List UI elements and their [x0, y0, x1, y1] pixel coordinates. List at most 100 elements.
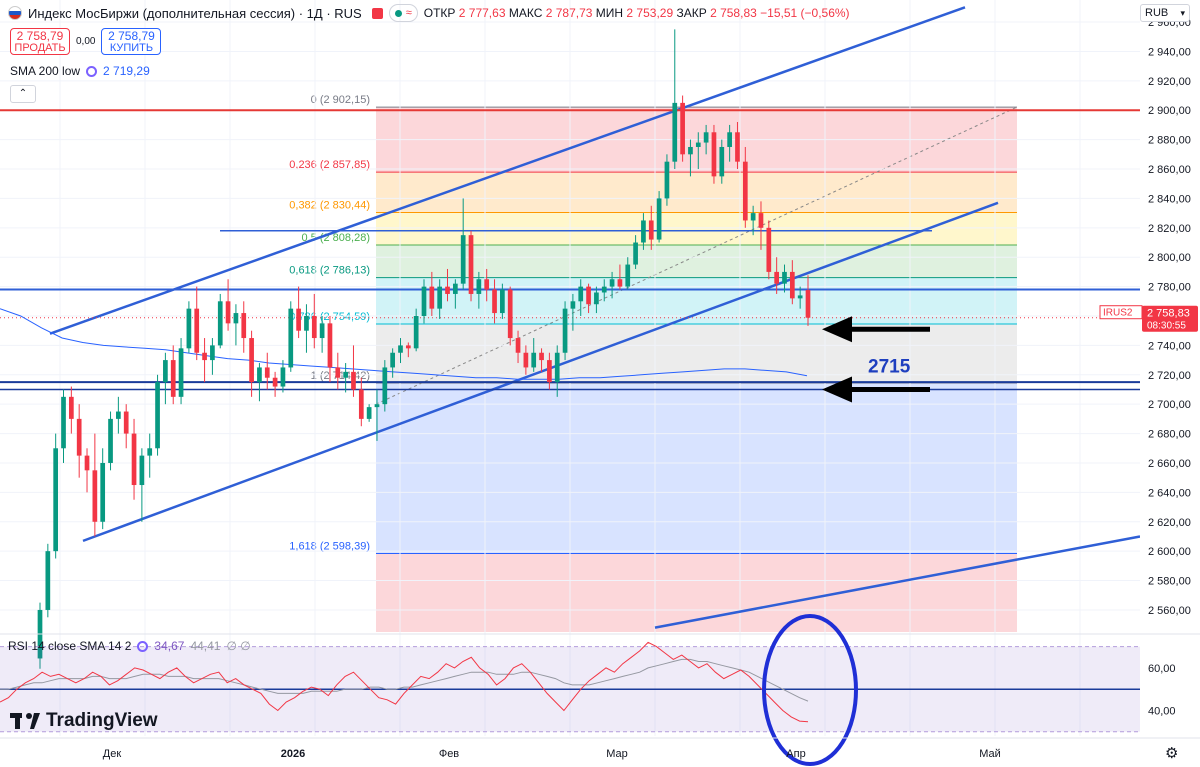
price-tick-label: 2 640,00: [1148, 487, 1191, 499]
candle-body: [382, 367, 388, 405]
candle: [398, 338, 403, 364]
symbol-title[interactable]: Индекс МосБиржи (дополнительная сессия) …: [28, 5, 362, 21]
channel-upper-line: [49, 6, 966, 335]
candle: [625, 257, 631, 290]
candle: [547, 352, 552, 390]
gear-icon[interactable]: ⚙: [1165, 745, 1179, 762]
candle: [492, 279, 497, 324]
candle: [452, 279, 458, 309]
tradingview-wordmark: TradingView: [46, 710, 158, 731]
candle-body: [789, 271, 795, 299]
low-label: МИН: [595, 6, 624, 20]
candle: [53, 433, 59, 559]
candle: [695, 132, 701, 170]
candle: [304, 304, 309, 353]
candle: [178, 338, 184, 405]
candle-body: [688, 146, 693, 155]
candle-body: [633, 242, 638, 265]
candle-body: [358, 389, 364, 419]
price-tick-label: 2 820,00: [1148, 223, 1191, 235]
sell-button[interactable]: 2 758,79 ПРОДАТЬ: [10, 28, 70, 55]
candle: [539, 348, 544, 372]
candle-body: [335, 367, 341, 378]
candle: [766, 220, 772, 280]
candle-body: [405, 345, 411, 349]
high-label: МАКС: [508, 6, 543, 20]
price-tag-timer: 08:30:55: [1147, 321, 1186, 332]
candle: [116, 396, 121, 434]
candle-body: [296, 308, 301, 331]
indicator-settings-icon[interactable]: [86, 65, 98, 77]
candle-body: [578, 286, 584, 302]
candle: [727, 124, 732, 162]
currency-select[interactable]: RUB ▾: [1140, 4, 1190, 22]
candle-body: [460, 235, 466, 284]
pill-glyph: ≈: [405, 7, 412, 19]
rsi-settings-icon[interactable]: [137, 640, 149, 652]
candle-body: [531, 352, 537, 368]
candle: [484, 268, 490, 302]
annotation-2715: 2715: [868, 356, 911, 377]
buy-price: 2 758,79: [108, 29, 155, 43]
price-tick-label: 2 700,00: [1148, 399, 1191, 411]
candle: [123, 404, 129, 449]
candle: [217, 293, 223, 349]
rsi-tick-label: 60,00: [1148, 663, 1176, 675]
candle-body: [139, 455, 145, 486]
candle-body: [641, 220, 646, 243]
rsi-value: 34,67: [154, 639, 185, 653]
time-tick-label: Фев: [439, 748, 459, 760]
candle: [366, 404, 372, 422]
candlesticks: [37, 29, 811, 669]
candle: [390, 348, 396, 378]
candle: [68, 386, 74, 434]
buy-button[interactable]: 2 758,79 КУПИТЬ: [101, 28, 162, 55]
price-tick-label: 2 900,00: [1148, 105, 1191, 117]
rsi-tick-label: 40,00: [1148, 705, 1176, 717]
candle: [703, 124, 709, 155]
rsi-legend[interactable]: RSI 14 close SMA 14 2 34,67 44,41 ∅ ∅: [8, 639, 251, 653]
price-tick-label: 2 880,00: [1148, 135, 1191, 147]
candle-body: [468, 235, 474, 294]
candle-body: [437, 286, 443, 309]
candle-body: [570, 301, 576, 309]
candle: [719, 139, 725, 184]
candle: [688, 139, 693, 177]
time-tick-label: Мар: [606, 748, 628, 760]
arrow-head: [822, 316, 852, 343]
candle-body: [76, 418, 82, 456]
buy-label: КУПИТЬ: [109, 42, 154, 54]
price-tick-label: 2 680,00: [1148, 429, 1191, 441]
candle-body: [594, 292, 599, 305]
candle: [194, 286, 200, 361]
drawn-lines[interactable]: [0, 6, 1141, 629]
candle: [45, 543, 51, 618]
price-tick-label: 2 660,00: [1148, 458, 1191, 470]
trade-panel: 2 758,79 ПРОДАТЬ 0,00 2 758,79 КУПИТЬ: [10, 28, 162, 55]
candle-body: [100, 462, 106, 522]
candle-body: [202, 352, 207, 361]
candle-body: [758, 213, 764, 228]
sma-legend[interactable]: SMA 200 low 2 719,29: [10, 64, 150, 78]
collapse-legend-button[interactable]: ⌃: [10, 85, 36, 103]
tradingview-logo[interactable]: TradingView: [10, 710, 158, 732]
candle-body: [547, 360, 552, 383]
candle-body: [280, 367, 286, 387]
candle: [531, 338, 537, 372]
candle-body: [750, 213, 756, 221]
fib-level-label: 0 (2 902,15): [311, 94, 370, 106]
candle: [335, 352, 341, 390]
candle: [594, 286, 599, 314]
candle: [586, 283, 591, 314]
candle-body: [766, 227, 772, 272]
candle: [139, 448, 145, 522]
candle: [680, 95, 685, 162]
candle: [460, 198, 466, 290]
candle: [147, 433, 153, 478]
candle-body: [617, 279, 623, 287]
market-status-pill[interactable]: ≈: [388, 4, 418, 22]
price-tick-label: 2 920,00: [1148, 76, 1191, 88]
alert-icon[interactable]: [371, 7, 383, 19]
candle: [374, 389, 380, 441]
